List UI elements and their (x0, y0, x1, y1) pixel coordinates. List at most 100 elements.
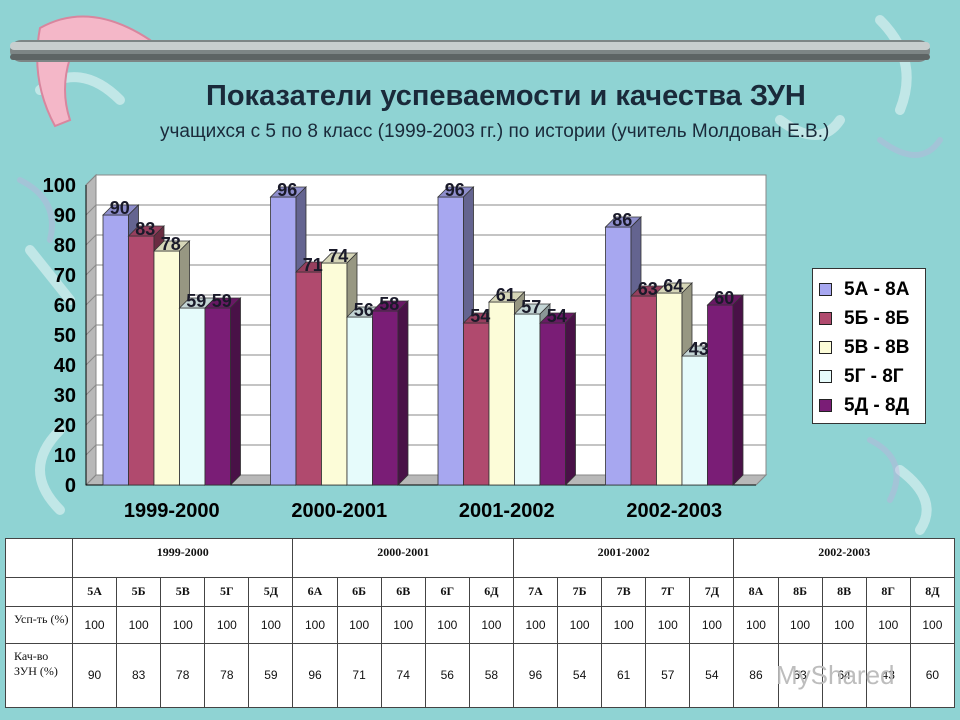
bar-front (488, 301, 515, 486)
data-label: 59 (186, 291, 206, 311)
table-cell: 59 (248, 642, 294, 709)
data-table: 1999-2000 2000-2001 2001-2002 2002-2003 … (5, 537, 956, 709)
bar-front (630, 295, 657, 486)
table-class-header: 8А (733, 577, 779, 607)
x-tick-label: 2000-2001 (291, 500, 387, 522)
data-label: 54 (470, 306, 490, 326)
gridline-diagonal (85, 294, 97, 306)
table-class-header: 5Б (116, 577, 162, 607)
table-class-header: 7А (512, 577, 559, 607)
data-label: 57 (521, 297, 541, 317)
bar-front (605, 226, 632, 486)
page-title: Показатели успеваемости и качества ЗУН (206, 80, 806, 112)
data-label: 90 (110, 198, 130, 218)
gridline-diagonal (85, 354, 97, 366)
data-label: 86 (612, 210, 632, 230)
page-subtitle: учащихся с 5 по 8 класс (1999-2003 гг.) … (160, 121, 830, 142)
table-year-header: 2000-2001 (292, 537, 514, 579)
table-cell: 100 (512, 605, 559, 644)
data-label: 60 (714, 288, 734, 308)
bar-front (372, 310, 399, 486)
table-year-header: 2002-2003 (733, 537, 955, 579)
table-year-row: 1999-2000 2000-2001 2001-2002 2002-2003 (5, 537, 955, 579)
y-tick-label: 10 (54, 445, 76, 467)
y-tick-label: 80 (54, 235, 76, 257)
y-tick-label: 40 (54, 355, 76, 377)
table-class-header: 8Д (909, 577, 956, 607)
legend-label: 5Д - 8Д (844, 394, 910, 416)
table-cell: 100 (909, 605, 956, 644)
table-year-header: 2001-2002 (512, 537, 735, 579)
chart-legend: 5А - 8А 5Б - 8Б 5В - 8В 5Г - 8Г 5Д - 8Д (812, 268, 926, 424)
row-label: Усп-ть (%) (5, 605, 73, 644)
table-cell: 100 (557, 605, 603, 644)
data-label: 54 (547, 306, 567, 326)
table-row: Кач-во ЗУН (%) 90 83 78 78 59 96 71 74 56 58 96 54 6… (5, 642, 956, 709)
bar-side (732, 294, 744, 486)
gridline-diagonal (85, 444, 97, 456)
bar-front (321, 262, 348, 486)
bar-side (397, 300, 409, 486)
legend-swatch-2 (819, 341, 832, 354)
bar-side (565, 312, 576, 486)
table-class-header: 8В (821, 577, 867, 607)
table-cell: 60 (909, 642, 956, 709)
table-cell: 100 (380, 605, 426, 644)
x-tick-label: 2002-2003 (626, 500, 722, 522)
bar-front (102, 214, 129, 486)
gridline-diagonal (85, 474, 97, 486)
gridline-diagonal (85, 414, 97, 426)
legend-label: 5А - 8А (844, 278, 910, 300)
data-label: 63 (638, 279, 658, 299)
table-class-header: 8Б (777, 577, 823, 607)
data-label: 43 (689, 339, 709, 359)
bar-front (539, 322, 566, 486)
data-label: 71 (303, 255, 323, 275)
data-label: 83 (135, 219, 155, 239)
bar-front (656, 292, 683, 486)
legend-item: 5Г - 8Г (819, 362, 925, 391)
bar-front (153, 250, 180, 486)
y-tick-label: 0 (65, 475, 76, 497)
table-cell: 56 (424, 642, 470, 709)
y-tick-label: 50 (54, 325, 76, 347)
bar-front (179, 307, 206, 486)
table-corner-cell (5, 537, 73, 579)
data-label: 74 (328, 246, 348, 266)
bar-side (230, 297, 241, 486)
gridline-diagonal (85, 384, 97, 396)
y-tick-label: 20 (54, 415, 76, 437)
data-label: 64 (663, 276, 683, 296)
table-cell: 100 (160, 605, 206, 644)
table-class-header: 5А (71, 577, 118, 607)
legend-swatch-4 (819, 399, 832, 412)
table-class-header: 7Г (645, 577, 691, 607)
table-cell: 100 (777, 605, 823, 644)
table-cell: 86 (733, 642, 779, 709)
gridline-diagonal (85, 324, 97, 336)
y-tick-label: 60 (54, 295, 76, 317)
table-class-header: 6В (380, 577, 426, 607)
bar-front (204, 307, 231, 486)
x-tick-label: 2001-2002 (459, 500, 555, 522)
data-label: 59 (212, 291, 232, 311)
bar-front (270, 196, 297, 486)
y-tick-label: 30 (54, 385, 76, 407)
bar-front (346, 316, 373, 486)
table-cell: 83 (116, 642, 162, 709)
table-cell: 96 (292, 642, 338, 709)
data-label: 56 (354, 300, 374, 320)
bar-front (681, 355, 708, 486)
legend-item: 5Д - 8Д (819, 391, 925, 420)
gridline-diagonal (85, 204, 97, 216)
table-cell: 61 (601, 642, 647, 709)
bar-front (463, 322, 490, 486)
bar-front (295, 271, 322, 486)
bar-front (128, 235, 155, 486)
x-tick-label: 1999-2000 (124, 500, 220, 522)
table-class-header: 6А (292, 577, 338, 607)
table-class-header: 6Д (468, 577, 514, 607)
table-cell: 90 (71, 642, 118, 709)
